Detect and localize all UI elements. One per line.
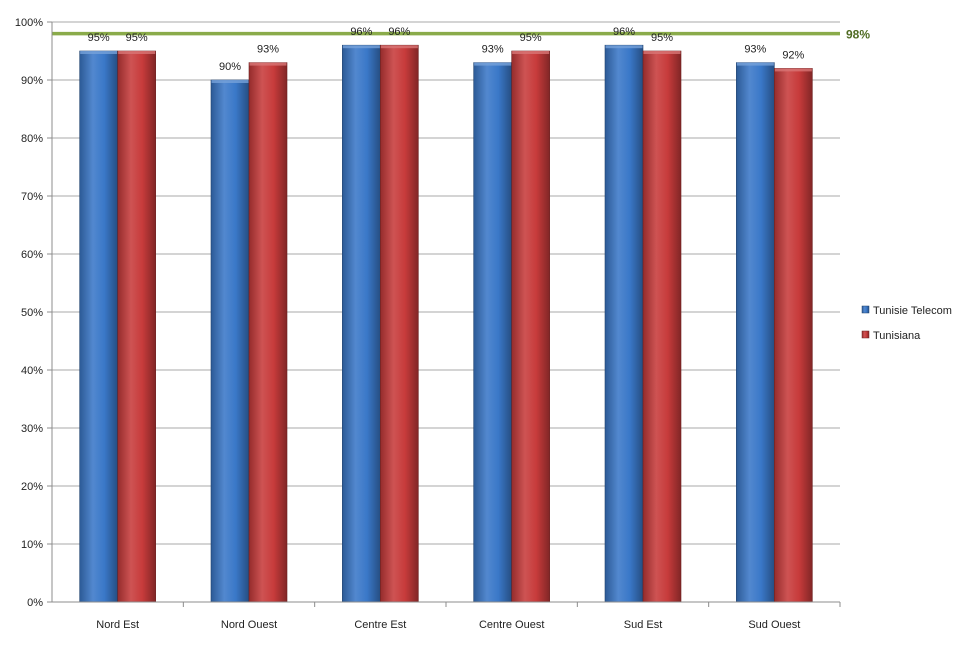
bars [79,44,813,603]
legend-label: Tunisiana [873,330,921,342]
x-tick-label: Nord Ouest [221,619,277,631]
data-label: 90% [219,61,241,73]
y-tick-label: 0% [27,597,43,609]
bar-top-highlight [118,51,156,54]
bar-tunisiana [117,50,156,603]
bar-top-highlight [474,62,512,66]
bar-tunisie-telecom [342,44,381,603]
legend-swatch [861,330,870,339]
y-tick-label: 50% [21,307,43,319]
data-label: 96% [388,26,410,38]
bar-top-highlight [643,51,681,54]
data-label: 95% [126,32,148,44]
bar-tunisiana [642,50,682,603]
y-tick-label: 100% [15,17,43,29]
bar-top-highlight [512,51,550,54]
target-label: 98% [846,28,870,42]
bar-tunisie-telecom [473,62,512,603]
data-label: 95% [88,32,110,44]
bar-tunisiana [774,68,813,603]
gridlines [52,21,840,545]
y-tick-label: 90% [21,75,43,87]
data-labels: 95% 95% 90% 93% 96% 96% 93% 95% 96% 95% 93% 92% [88,26,805,73]
bar-top-highlight [380,45,418,49]
x-tick-label: Centre Est [354,619,406,631]
data-label: 96% [613,26,635,38]
y-tick-label: 10% [21,539,43,551]
legend-label: Tunisie Telecom [873,305,952,317]
data-label: 93% [257,44,279,56]
bar-top-highlight [80,51,118,54]
bar-tunisiana [511,50,550,603]
bar-top-highlight [774,68,812,72]
legend: Tunisie Telecom Tunisiana [861,305,952,342]
data-label: 93% [744,44,766,56]
bar-tunisie-telecom [210,79,250,603]
legend-swatch [861,305,870,314]
data-label: 95% [520,32,542,44]
bar-top-highlight [249,62,287,66]
bar-top-highlight [736,62,774,66]
bar-tunisiana [380,44,419,603]
bar-tunisie-telecom [79,50,118,603]
bar-tunisiana [248,62,288,603]
x-tick-label: Centre Ouest [479,619,544,631]
y-tick-label: 70% [21,191,43,203]
data-label: 95% [651,32,673,44]
y-tick-label: 60% [21,249,43,261]
data-label: 96% [350,26,372,38]
data-label: 92% [782,49,804,61]
y-tick-label: 80% [21,133,43,145]
bar-top-highlight [605,45,643,49]
bar-tunisie-telecom [736,62,775,603]
bar-top-highlight [211,80,249,83]
y-tick-label: 20% [21,481,43,493]
target-line-group: 98% [52,28,870,42]
axes: 0% 10% 20% 30% 40% 50% 60% 70% 80% 90% 100% Nord Es… [15,17,841,631]
x-tick-label: Sud Est [624,619,663,631]
x-tick-label: Nord Est [96,619,139,631]
x-tick-label: Sud Ouest [748,619,800,631]
bar-top-highlight [342,45,380,49]
data-label: 93% [482,44,504,56]
y-tick-label: 40% [21,365,43,377]
bar-tunisie-telecom [604,44,644,603]
y-tick-label: 30% [21,423,43,435]
